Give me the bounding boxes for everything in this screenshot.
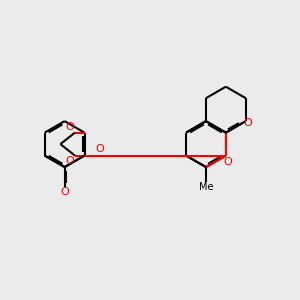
Text: O: O xyxy=(65,122,74,132)
Text: O: O xyxy=(223,157,232,167)
Text: O: O xyxy=(244,118,252,128)
Text: Me: Me xyxy=(199,182,213,192)
Text: O: O xyxy=(95,144,104,154)
Text: O: O xyxy=(65,156,74,166)
Text: O: O xyxy=(60,187,69,197)
